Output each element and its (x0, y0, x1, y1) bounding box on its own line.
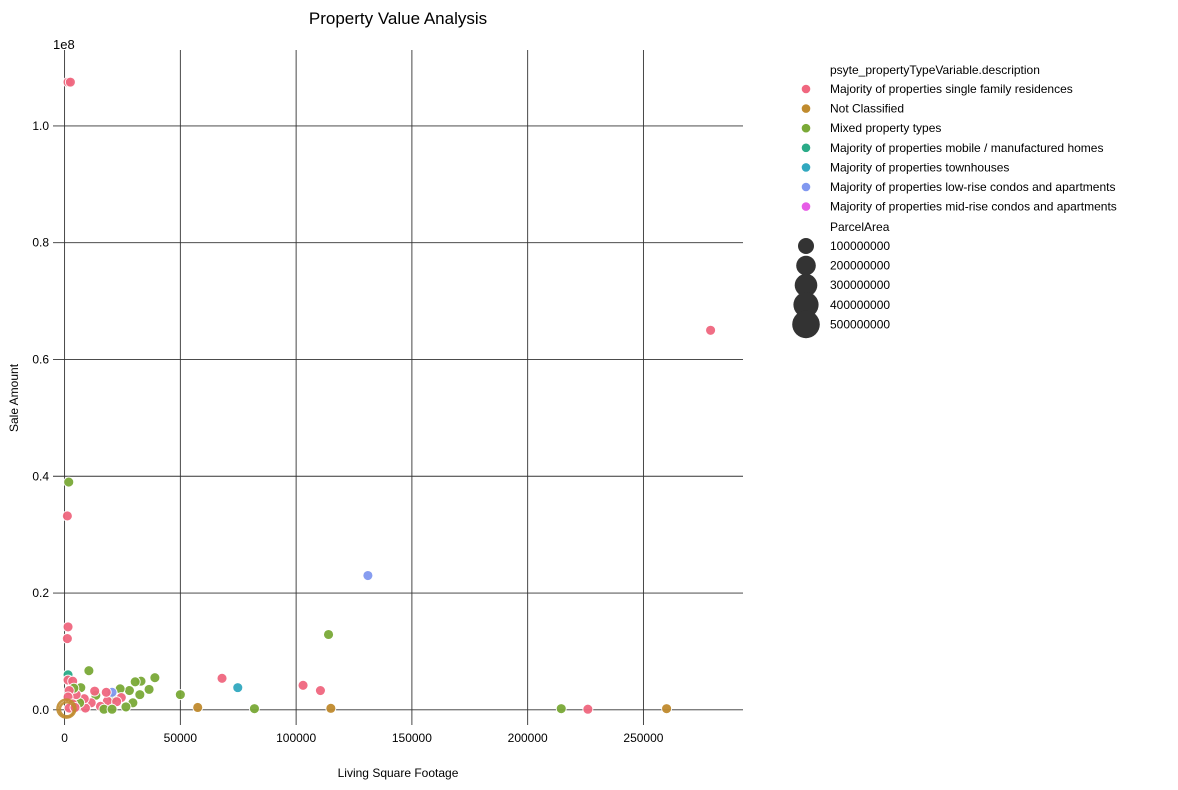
data-point (100, 686, 112, 698)
legend-label: Not Classified (830, 102, 904, 116)
legend-label: Majority of properties mobile / manufact… (830, 141, 1103, 155)
size-legend-marker (792, 310, 820, 339)
data-point (61, 633, 73, 645)
legend-marker (800, 123, 812, 134)
data-point (143, 683, 155, 695)
data-point (232, 682, 244, 694)
data-point (129, 676, 141, 688)
data-point (123, 685, 135, 696)
data-point (362, 570, 374, 581)
size-legend-label: 100000000 (830, 239, 890, 253)
size-legend-label: 400000000 (830, 298, 890, 312)
data-point (705, 324, 717, 336)
legend-marker (800, 181, 812, 193)
data-point (174, 689, 186, 701)
size-legend-label: 200000000 (830, 259, 890, 273)
y-tick-label: 0.0 (32, 703, 49, 717)
data-point (149, 672, 161, 684)
size-legend-marker (794, 273, 818, 297)
data-point (192, 702, 204, 713)
axis-ticks: 0 50000 100000 150000 200000 250000 0.0 0.2 0.4 0… (32, 119, 663, 745)
legend-hue-title: psyte_propertyTypeVariable.description (830, 63, 1040, 77)
x-tick-label: 50000 (164, 731, 198, 745)
y-tick-label: 0.6 (32, 352, 49, 366)
y-tick-label: 1.0 (32, 119, 49, 133)
data-point (582, 703, 594, 715)
legend-label: Mixed property types (830, 121, 941, 135)
data-point (83, 665, 95, 677)
y-tick-label: 0.8 (32, 236, 49, 250)
legend-label: Majority of properties single family res… (830, 82, 1073, 96)
data-point (314, 685, 326, 696)
data-point (62, 621, 74, 633)
x-axis-label: Living Square Footage (338, 766, 459, 780)
chart-title: Property Value Analysis (309, 9, 487, 28)
x-tick-label: 250000 (623, 731, 663, 745)
data-point (325, 702, 337, 714)
data-point (248, 703, 260, 715)
data-point-large (58, 700, 76, 718)
legend-label: Majority of properties low-rise condos a… (830, 180, 1115, 194)
x-tick-label: 200000 (508, 731, 548, 745)
legend-marker (800, 142, 812, 153)
legend-marker (800, 83, 812, 95)
size-legend-label: 500000000 (830, 317, 890, 331)
data-point (323, 629, 334, 640)
data-point (61, 510, 73, 522)
x-tick-label: 100000 (276, 731, 316, 745)
size-legend-marker (796, 255, 816, 276)
data-point (63, 476, 75, 488)
data-point (297, 679, 309, 691)
legend-marker (800, 201, 812, 212)
legend-size-title: ParcelArea (830, 220, 890, 234)
data-point-large (56, 698, 77, 719)
data-points (56, 76, 717, 719)
legend: psyte_propertyTypeVariable.description M… (792, 63, 1117, 339)
data-point (106, 703, 118, 715)
data-point (216, 672, 228, 684)
data-point (661, 703, 673, 715)
y-tick-label: 0.4 (32, 469, 49, 483)
y-tick-label: 0.2 (32, 586, 49, 600)
legend-marker (800, 162, 812, 173)
y-axis-label: Sale Amount (7, 363, 21, 432)
x-tick-label: 0 (61, 731, 68, 745)
data-point (120, 701, 132, 713)
legend-label: Majority of properties mid-rise condos a… (830, 200, 1117, 214)
size-legend-label: 300000000 (830, 278, 890, 292)
y-offset-label: 1e8 (53, 37, 75, 52)
legend-marker (800, 103, 812, 114)
x-tick-label: 150000 (392, 731, 432, 745)
size-legend-marker (793, 292, 819, 318)
data-point (134, 689, 146, 701)
data-point (89, 685, 101, 697)
grid-lines (53, 50, 743, 725)
data-point (64, 76, 76, 88)
size-legend-marker (798, 238, 814, 254)
data-point (555, 703, 567, 715)
legend-label: Majority of properties townhouses (830, 160, 1009, 174)
